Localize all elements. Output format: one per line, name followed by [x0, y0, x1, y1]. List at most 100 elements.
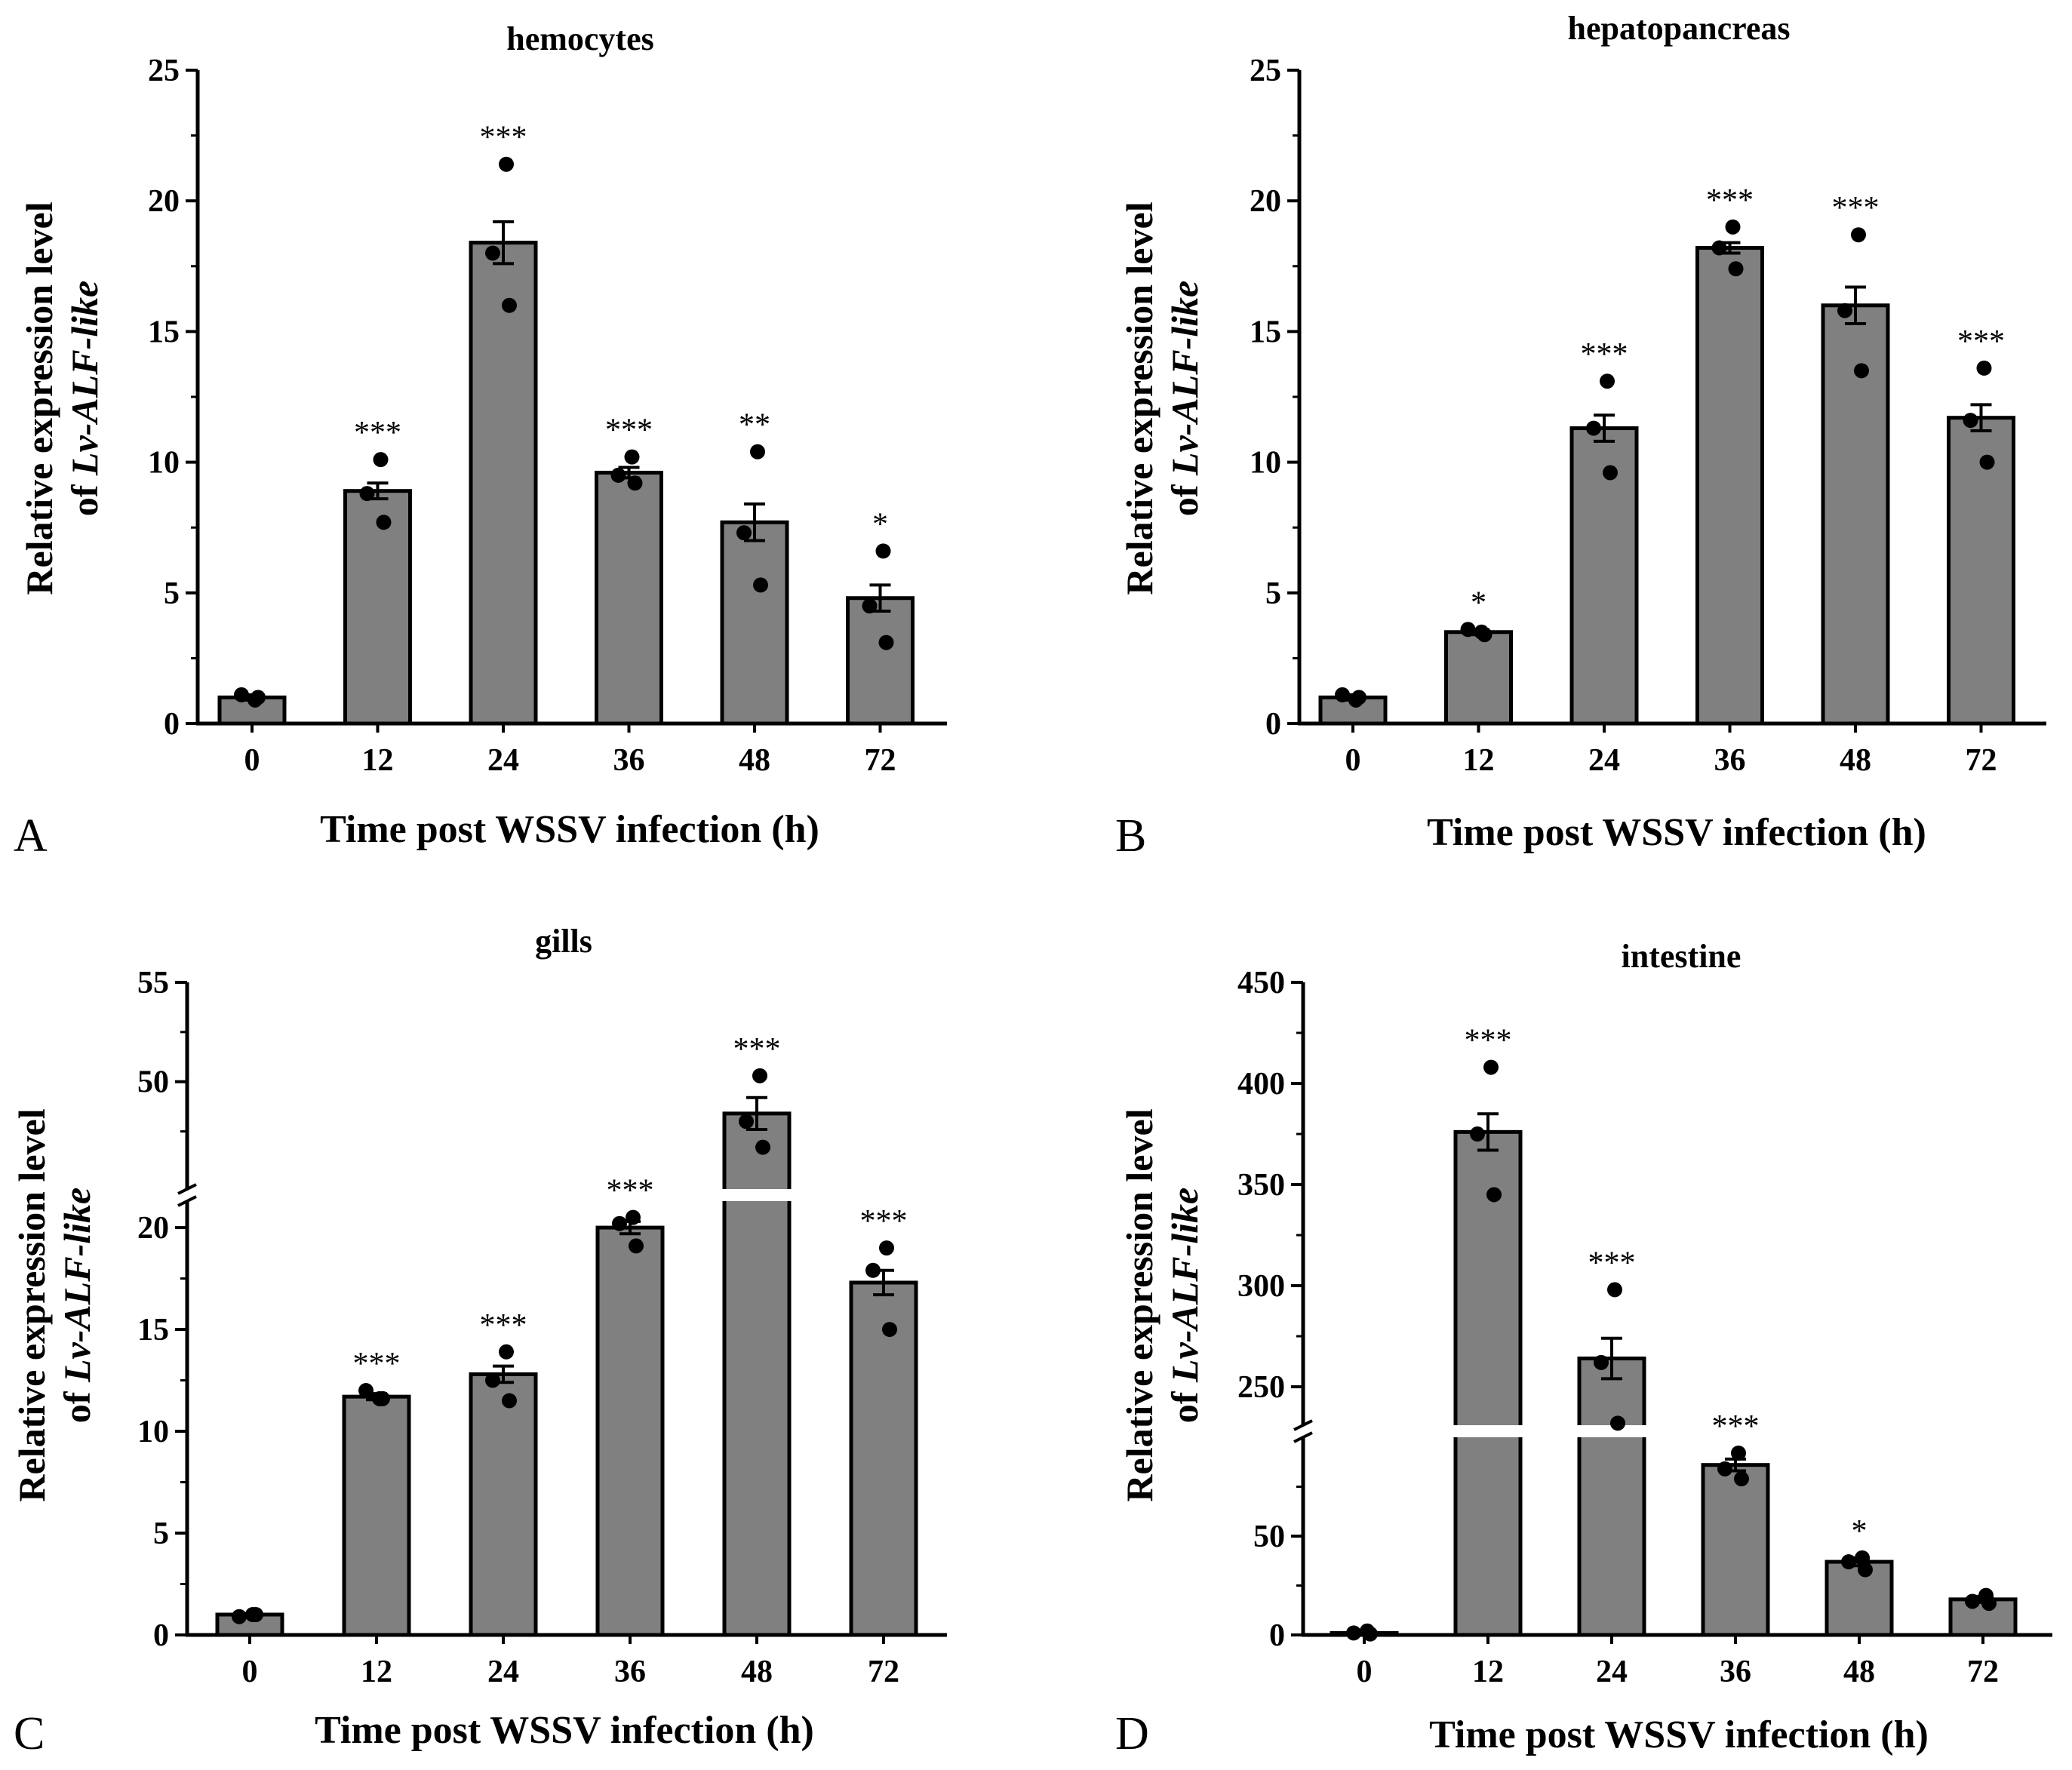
data-point — [1483, 1059, 1499, 1075]
data-point — [375, 1390, 390, 1406]
bar — [1569, 426, 1639, 726]
y-tick-label: 50 — [1253, 1520, 1285, 1554]
data-point — [502, 297, 517, 313]
x-tick-label: 36 — [1720, 1655, 1751, 1689]
x-tick-label: 72 — [868, 1655, 899, 1689]
chart-title: hepatopancreas — [1568, 10, 1791, 47]
y-axis-label-line1: Relative expression level — [18, 201, 60, 595]
chart-panel-d: intestine D Time post WSSV infection (h) Re… — [1115, 938, 2052, 1759]
y-tick-label: 300 — [1237, 1269, 1285, 1304]
bar — [846, 596, 915, 726]
data-point — [358, 1383, 374, 1399]
y-tick-label: 10 — [137, 1415, 169, 1449]
data-point — [1603, 465, 1618, 481]
data-point — [1734, 1471, 1749, 1487]
significance-label: *** — [860, 1204, 908, 1239]
significance-label: *** — [1712, 1409, 1760, 1444]
panel-label: B — [1115, 810, 1146, 862]
y-tick-label: 0 — [153, 1618, 169, 1653]
data-point — [1965, 1593, 1980, 1609]
axis-break-mark — [177, 1183, 197, 1195]
data-point — [1351, 690, 1366, 705]
y-tick-label: 20 — [148, 184, 180, 219]
x-tick-label: 24 — [487, 1655, 519, 1689]
y-axis-label-prefix: of — [56, 1382, 98, 1423]
x-tick-label: 72 — [865, 743, 896, 778]
x-tick-label: 0 — [242, 1655, 258, 1689]
y-tick-label: 5 — [164, 576, 180, 611]
y-axis-label-prefix: of — [1164, 475, 1206, 516]
data-point — [1600, 373, 1615, 389]
data-point — [485, 1372, 500, 1388]
y-tick-label: 50 — [137, 1065, 169, 1100]
x-tick-label: 0 — [1357, 1655, 1373, 1689]
data-point — [1851, 227, 1866, 243]
x-axis-label: Time post WSSV infection (h) — [315, 1709, 814, 1752]
axis-break-mark — [177, 1195, 197, 1207]
y-tick-label: 400 — [1237, 1067, 1285, 1102]
y-axis-label-gene: Lv-ALF-like — [56, 1188, 98, 1383]
y-axis-label-line1: Relative expression level — [1118, 201, 1161, 595]
chart-panel-c: gills C Time post WSSV infection (h) Relati… — [11, 923, 947, 1759]
data-point — [627, 475, 643, 491]
data-point — [1486, 1187, 1502, 1203]
data-point — [626, 1209, 641, 1225]
significance-label: *** — [1957, 324, 2005, 359]
significance-label: *** — [353, 1347, 401, 1381]
y-axis-label-line2: of Lv-ALF-like — [63, 281, 106, 516]
panel-label: C — [14, 1708, 45, 1759]
significance-label: * — [872, 507, 888, 542]
data-point — [1731, 1445, 1746, 1461]
axis-break-mark — [1293, 1419, 1313, 1431]
data-point — [1728, 261, 1744, 277]
axis-break-gap — [1453, 1425, 1523, 1437]
y-axis-label-prefix: of — [1164, 1382, 1206, 1423]
data-point — [1607, 1282, 1622, 1298]
data-point — [1594, 1354, 1609, 1370]
data-point — [1610, 1415, 1625, 1431]
x-tick-label: 36 — [1714, 743, 1746, 778]
data-point — [1711, 240, 1727, 256]
y-axis-label-gene: Lv-ALF-like — [1164, 1188, 1206, 1383]
bar — [720, 520, 789, 726]
y-axis-label-line1: Relative expression level — [11, 1108, 53, 1501]
x-tick-label: 48 — [739, 743, 770, 778]
y-axis-label-prefix: of — [63, 475, 106, 516]
data-point — [502, 1393, 517, 1409]
significance-label: *** — [480, 121, 527, 155]
data-point — [750, 444, 765, 459]
significance-label: *** — [733, 1032, 781, 1067]
data-point — [248, 1607, 263, 1623]
y-tick-label: 25 — [1250, 54, 1281, 88]
data-point — [485, 245, 500, 261]
data-point — [1841, 1554, 1856, 1570]
y-tick-label: 15 — [1250, 315, 1281, 349]
chart-panel-b: hepatopancreas B Time post WSSV infection … — [1115, 10, 2046, 862]
y-tick-label: 350 — [1237, 1168, 1285, 1203]
bar — [1453, 1129, 1523, 1637]
chart-panel-a: hemocytes A Time post WSSV infection (h) Re… — [14, 20, 947, 862]
data-point — [376, 515, 392, 530]
data-point — [234, 687, 249, 702]
data-point — [1460, 622, 1476, 638]
y-axis-label-line2: of Lv-ALF-like — [56, 1188, 98, 1423]
significance-label: *** — [1706, 183, 1754, 218]
y-tick-label: 15 — [137, 1313, 169, 1347]
data-point — [1477, 627, 1493, 643]
bar — [1695, 246, 1764, 726]
x-tick-label: 72 — [1966, 743, 1997, 778]
bar — [1577, 1357, 1646, 1637]
data-point — [736, 525, 752, 541]
x-tick-label: 12 — [1463, 743, 1495, 778]
x-tick-label: 36 — [613, 743, 645, 778]
significance-label: *** — [480, 1308, 527, 1343]
significance-label: *** — [354, 416, 401, 450]
data-point — [1858, 1562, 1873, 1578]
data-point — [629, 1238, 644, 1254]
bar — [342, 1394, 411, 1637]
data-point — [1470, 1126, 1485, 1142]
data-point — [251, 690, 266, 705]
panel-label: A — [14, 810, 48, 862]
data-point — [232, 1609, 247, 1624]
x-axis-label: Time post WSSV infection (h) — [320, 808, 819, 851]
